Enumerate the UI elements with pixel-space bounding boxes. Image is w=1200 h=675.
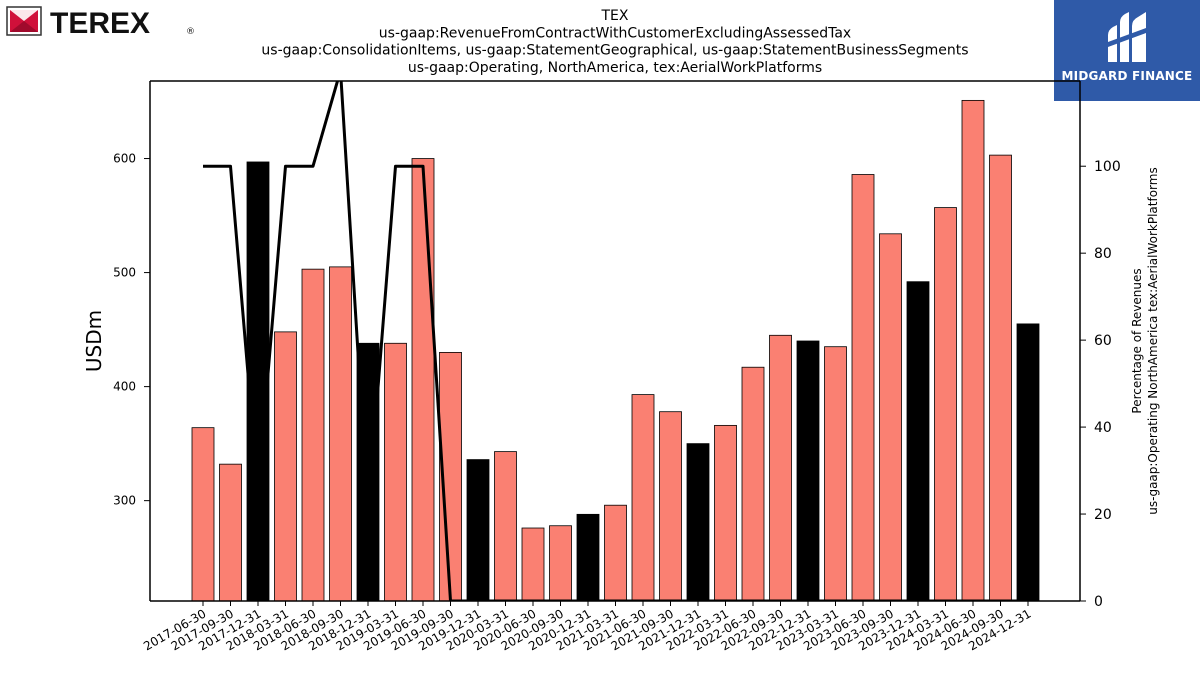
y2-axis-label-line-1: us-gaap:Operating NorthAmerica tex:Aeria… [1146,167,1160,514]
y2-axis-label-line-0: Percentage of Revenues [1130,268,1144,413]
bar-2024-06-30 [961,99,985,601]
x-axis-ticks: 2017-06-302017-09-302017-12-312018-03-31… [141,601,1034,653]
midgard-finance-text: MIDGARD FINANCE [1061,69,1193,83]
bar-2023-06-30 [851,174,875,601]
terex-logo-text: TEREX [50,7,150,38]
y-tick-label: 400 [113,380,136,394]
title-line-0: TEX [601,8,629,24]
y-axis-label: USDm [82,310,106,372]
bar-2020-12-31 [576,513,600,601]
bar-2021-09-30 [659,411,682,601]
bar-2022-03-31 [714,424,737,601]
title-line-2: us-gaap:ConsolidationItems, us-gaap:Stat… [261,43,968,59]
bar-2017-12-31 [246,161,270,601]
bar-2023-09-30 [879,233,902,601]
y2-axis-ticks: 0 20 40 60 80 100 [1080,159,1121,610]
title-line-3: us-gaap:Operating, NorthAmerica, tex:Aer… [408,60,822,76]
bar-2018-06-30 [301,268,325,601]
bar-2023-12-31 [906,281,930,601]
y-tick-label: 300 [113,494,136,508]
y2-axis-label: Percentage of Revenues us-gaap:Operating … [1130,167,1160,514]
bar-2018-09-30 [329,266,352,601]
bar-2019-12-31 [466,459,490,601]
bar-2024-12-31 [1016,323,1040,601]
bar-2020-09-30 [549,525,572,601]
y-axis-ticks: 300 400 500 600 [113,152,150,508]
bar-2021-12-31 [686,443,710,601]
registered-mark: ® [186,27,195,37]
bar-2019-09-30 [439,352,462,601]
y-tick-label: 500 [113,266,136,280]
bar-2021-06-30 [631,394,655,601]
bar-2019-06-30 [411,158,435,601]
bars [191,99,1040,601]
bar-2024-03-31 [934,207,957,601]
y2-tick-label: 20 [1094,507,1112,523]
bar-2019-03-31 [384,342,407,601]
bar-2017-09-30 [219,463,242,601]
y2-tick-label: 40 [1094,420,1112,436]
bar-2018-03-31 [274,331,297,601]
title-line-1: us-gaap:RevenueFromContractWithCustomerE… [379,25,851,41]
bar-2023-03-31 [824,346,847,601]
bar-2017-06-30 [191,427,215,601]
bar-2024-09-30 [989,154,1012,601]
bar-2022-06-30 [741,366,765,601]
y2-tick-label: 60 [1094,333,1112,349]
bar-2020-03-31 [494,451,517,601]
midgard-finance-logo: MIDGARD FINANCE [1054,0,1200,101]
y2-tick-label: 0 [1094,594,1103,610]
bar-2021-03-31 [604,504,627,601]
chart-title: TEXus-gaap:RevenueFromContractWithCustom… [261,8,968,76]
terex-logo: TEREX ® [6,6,196,40]
bar-2020-06-30 [521,527,545,601]
y-tick-label: 600 [113,152,136,166]
bar-2022-09-30 [769,334,792,601]
bar-2022-12-31 [796,340,820,601]
y2-tick-label: 80 [1094,246,1112,262]
y2-tick-label: 100 [1094,159,1121,175]
